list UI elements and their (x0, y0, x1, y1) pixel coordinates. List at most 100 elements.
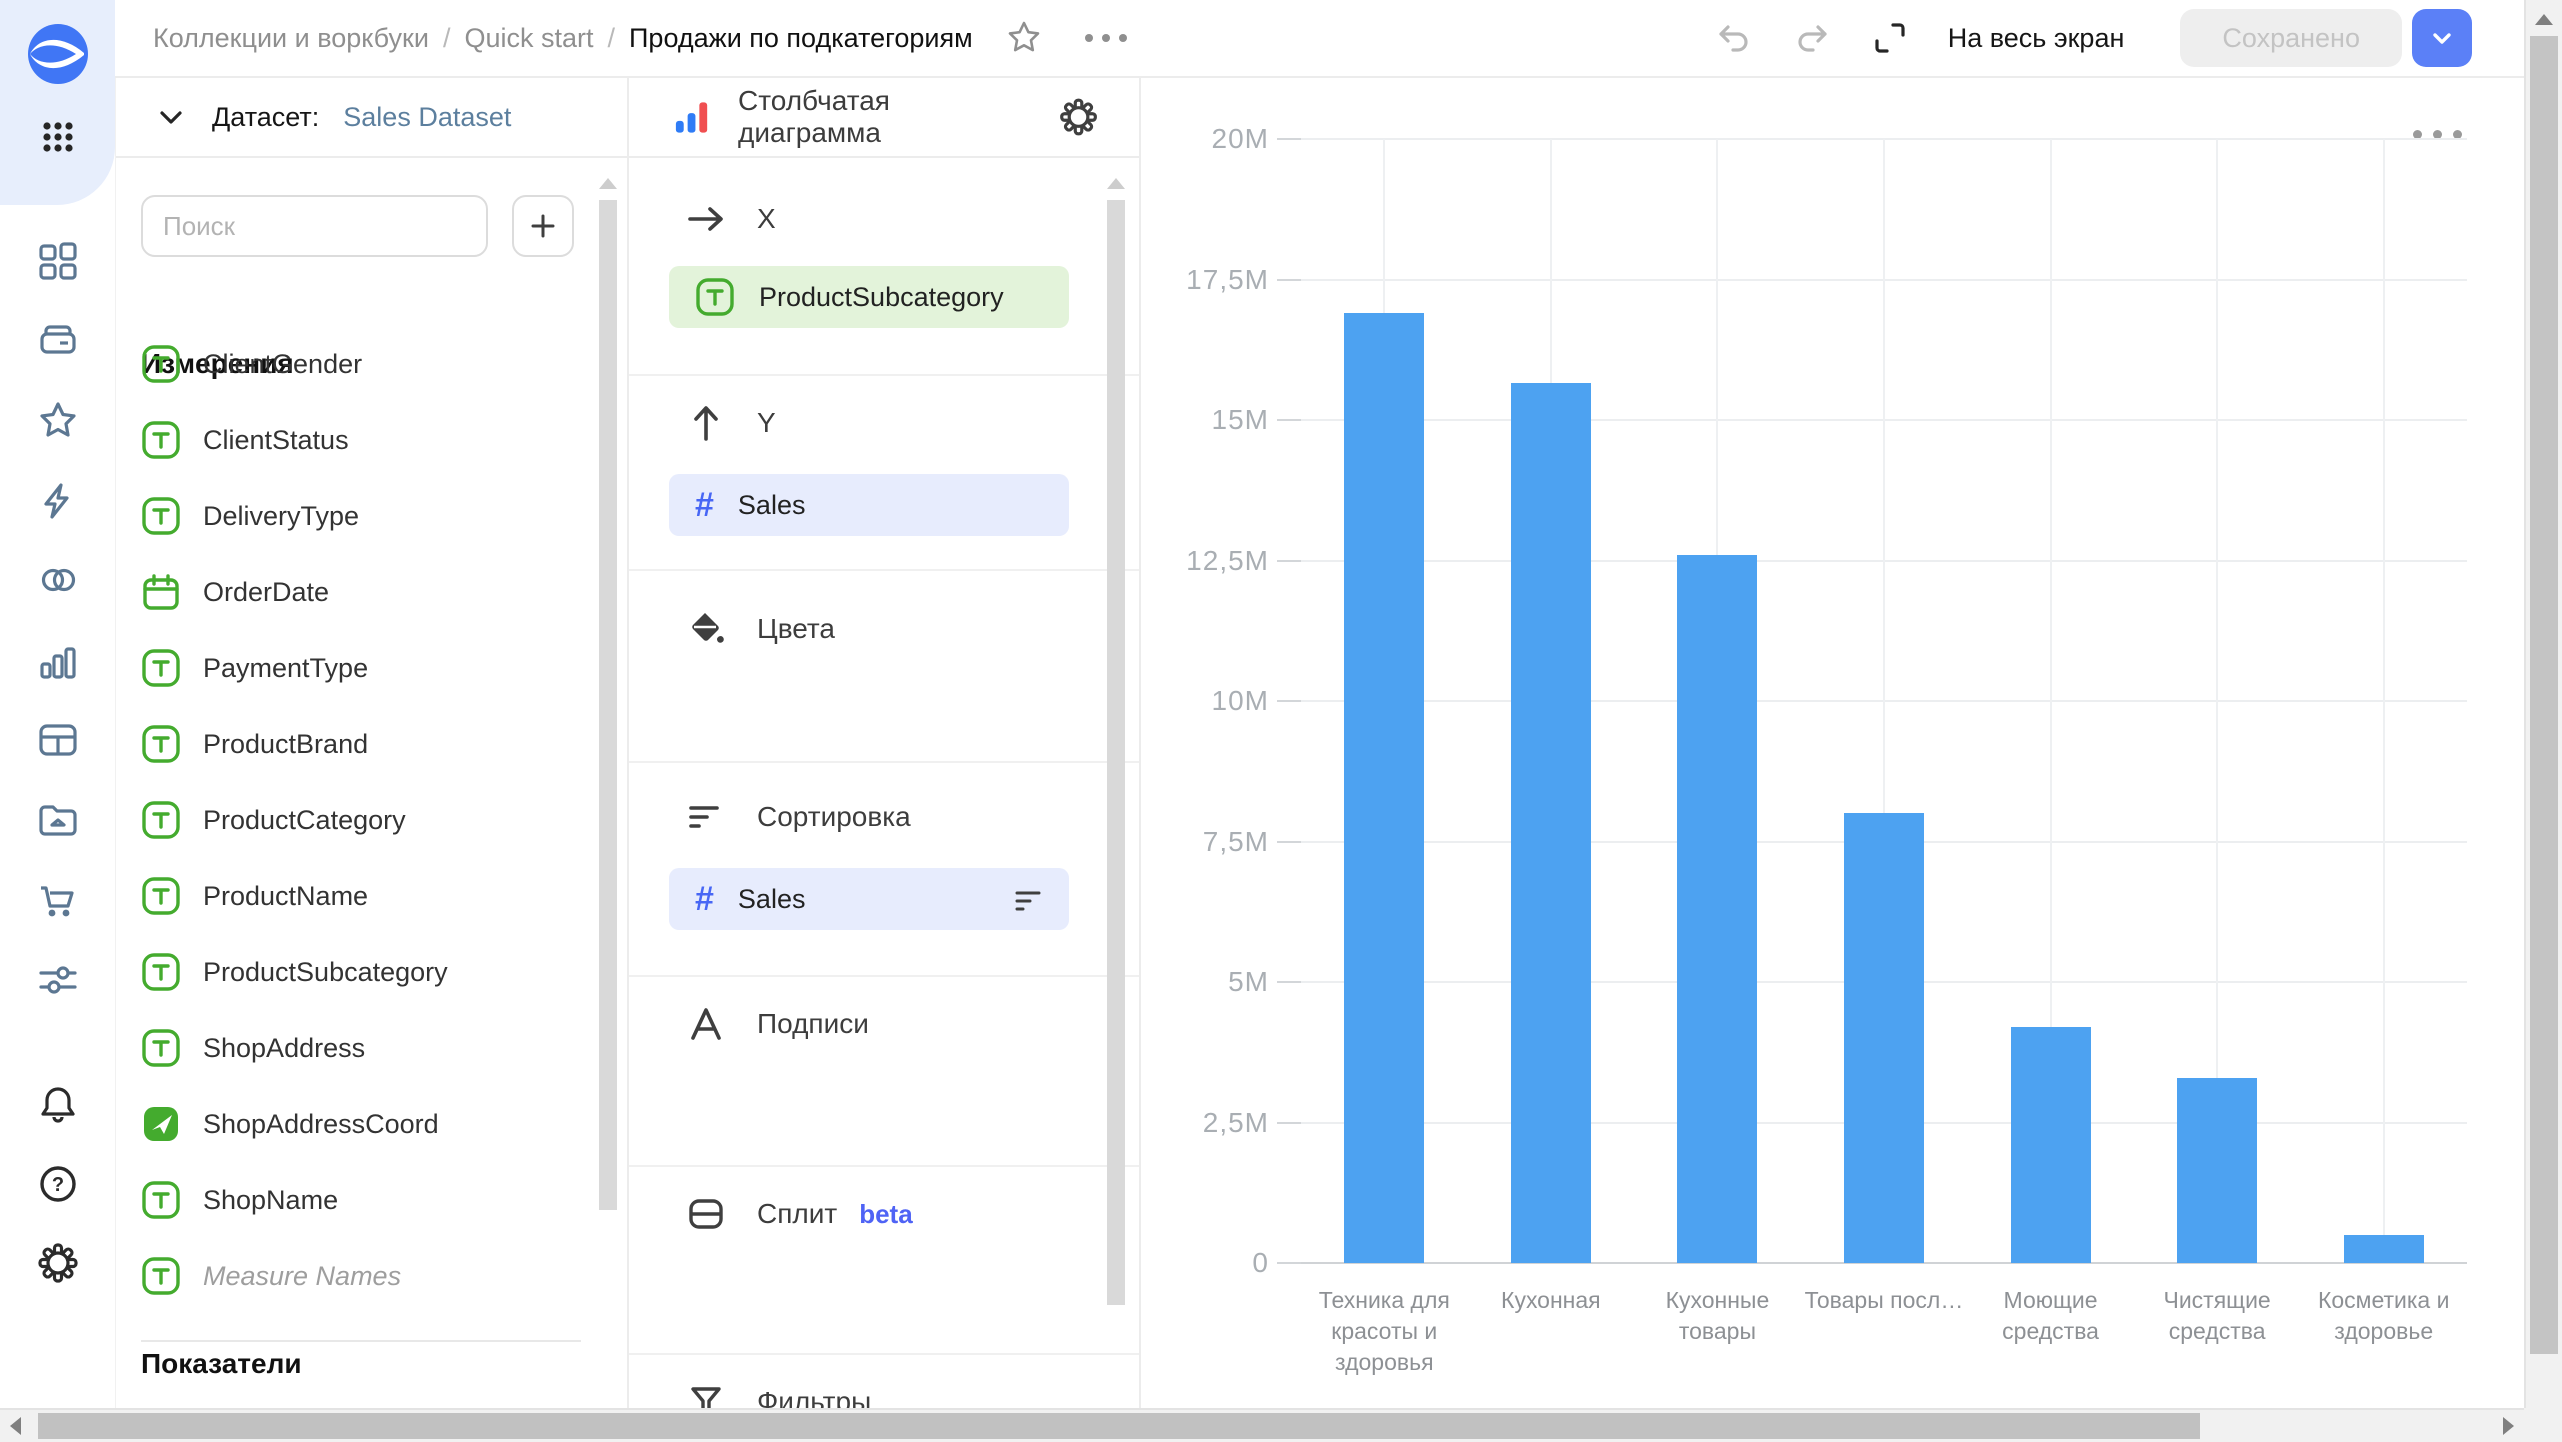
x-axis-category-label: Кухонная (1501, 1287, 1601, 1313)
divider (629, 569, 1139, 571)
breadcrumb-collections[interactable]: Коллекции и воркбуки (153, 22, 429, 53)
field-label: ProductSubcategory (203, 956, 448, 987)
divider (629, 761, 1139, 763)
scroll-up-icon[interactable] (2535, 14, 2553, 25)
favorite-star-icon[interactable] (1005, 19, 1043, 57)
axis-tick (1277, 278, 1301, 281)
saved-button[interactable]: Сохранено (2180, 9, 2402, 67)
dataset-field[interactable]: Measure Names (116, 1238, 627, 1314)
settings-gear-icon[interactable] (36, 1241, 80, 1285)
dataset-panel-scrollbar[interactable] (599, 200, 617, 1210)
charts-icon[interactable] (36, 640, 80, 684)
chart-type-header: Столбчатая диаграмма (629, 78, 1139, 158)
apps-grid-icon[interactable] (36, 115, 80, 159)
storage-folder-icon[interactable] (36, 798, 80, 842)
dataset-field[interactable]: ClientGender (116, 326, 627, 402)
dataset-field[interactable]: ProductSubcategory (116, 934, 627, 1010)
search-input[interactable] (141, 195, 488, 257)
field-label: ShopAddressCoord (203, 1108, 439, 1139)
plus-icon (531, 214, 555, 238)
bar[interactable] (2177, 1078, 2258, 1263)
bar[interactable] (2010, 1027, 2091, 1263)
section-y-label: Y (757, 407, 776, 438)
datalens-logo-icon[interactable] (26, 22, 90, 86)
dataset-field[interactable]: PaymentType (116, 630, 627, 706)
axis-tick (1277, 981, 1301, 983)
fullscreen-label[interactable]: На весь экран (1947, 22, 2125, 53)
help-icon[interactable]: ? (36, 1162, 80, 1206)
notifications-bell-icon[interactable] (36, 1082, 80, 1126)
dataset-field[interactable]: ShopName (116, 1162, 627, 1238)
vertical-scrollbar-thumb[interactable] (2530, 36, 2558, 1354)
sort-field-pill[interactable]: # Sales (669, 868, 1069, 930)
dataset-header[interactable]: Датасет: Sales Dataset (116, 78, 627, 158)
section-colors: Цвета (685, 607, 835, 651)
beta-badge: beta (859, 1198, 913, 1229)
sort-direction-icon[interactable] (1011, 882, 1045, 916)
section-sort: Сортировка (685, 795, 911, 839)
axis-tick (1277, 1262, 1301, 1264)
tables-icon[interactable] (36, 718, 80, 762)
bar[interactable] (2343, 1235, 2424, 1263)
x-field-pill[interactable]: ProductSubcategory (669, 266, 1069, 328)
favorites-star-icon[interactable] (36, 398, 80, 442)
topbar: Коллекции и воркбуки / Quick start / Про… (115, 0, 2524, 78)
x-axis-category-label: Техника для красоты и здоровья (1318, 1287, 1450, 1375)
bar[interactable] (1677, 555, 1758, 1263)
x-axis-category-label: Моющие средства (2002, 1287, 2099, 1344)
divider (629, 1353, 1139, 1355)
quick-actions-lightning-icon[interactable] (36, 479, 80, 523)
dataset-field[interactable]: ShopAddressCoord (116, 1086, 627, 1162)
chart-settings-gear-icon[interactable] (1058, 96, 1099, 138)
y-field-pill[interactable]: # Sales (669, 474, 1069, 536)
chart-type-label[interactable]: Столбчатая диаграмма (738, 85, 890, 148)
scroll-left-icon[interactable] (10, 1417, 21, 1435)
field-label: ProductName (203, 880, 369, 911)
dataset-field[interactable]: ClientStatus (116, 402, 627, 478)
marketplace-cart-icon[interactable] (36, 878, 80, 922)
gridline-vertical (1883, 139, 1885, 1263)
field-type-text-icon (142, 497, 180, 535)
dataset-field[interactable]: ProductCategory (116, 782, 627, 858)
field-label: ProductCategory (203, 804, 406, 835)
x-axis-category-label: Кухонные товары (1665, 1287, 1770, 1344)
save-dropdown-button[interactable] (2412, 9, 2472, 67)
linked-objects-icon[interactable] (36, 558, 80, 602)
chevron-down-icon[interactable] (154, 100, 188, 134)
bar[interactable] (1510, 383, 1591, 1263)
more-menu-icon[interactable] (1084, 34, 1127, 42)
dataset-field[interactable]: ShopAddress (116, 1010, 627, 1086)
breadcrumb-separator: / (442, 22, 451, 53)
config-panel-scrollbar[interactable] (1107, 200, 1125, 1305)
chart-more-menu-icon[interactable] (2413, 130, 2462, 139)
undo-icon[interactable] (1714, 18, 1754, 58)
horizontal-scrollbar-thumb[interactable] (38, 1413, 2200, 1439)
dataset-field[interactable]: OrderDate (116, 554, 627, 630)
section-split: Сплит beta (685, 1192, 913, 1236)
horizontal-scrollbar[interactable] (0, 1408, 2524, 1442)
field-type-text-icon (142, 801, 180, 839)
redo-icon[interactable] (1792, 18, 1832, 58)
dataset-name-link[interactable]: Sales Dataset (343, 101, 512, 132)
bar[interactable] (1844, 813, 1924, 1263)
dataset-field[interactable]: ProductBrand (116, 706, 627, 782)
dataset-field[interactable]: DeliveryType (116, 478, 627, 554)
field-label: OrderDate (203, 576, 330, 607)
add-field-button[interactable] (512, 195, 574, 257)
dashboards-icon[interactable] (36, 239, 80, 283)
vertical-scrollbar[interactable] (2524, 0, 2562, 1442)
bar[interactable] (1344, 313, 1425, 1263)
scroll-right-icon[interactable] (2503, 1417, 2514, 1435)
dataset-field[interactable]: ProductName (116, 858, 627, 934)
y-axis-tick-label: 17,5M (1186, 263, 1269, 295)
panel-scroll-up-icon[interactable] (1107, 178, 1125, 189)
gridline-vertical (2382, 139, 2385, 1263)
fullscreen-icon[interactable] (1870, 18, 1910, 58)
services-tune-icon[interactable] (36, 958, 80, 1002)
collections-icon[interactable] (36, 319, 80, 363)
section-y: Y (685, 401, 776, 445)
field-type-date-icon (143, 574, 179, 610)
dimensions-title: Измерения (141, 348, 294, 379)
breadcrumb-workbook[interactable]: Quick start (464, 22, 594, 53)
panel-scroll-up-icon[interactable] (599, 178, 617, 189)
